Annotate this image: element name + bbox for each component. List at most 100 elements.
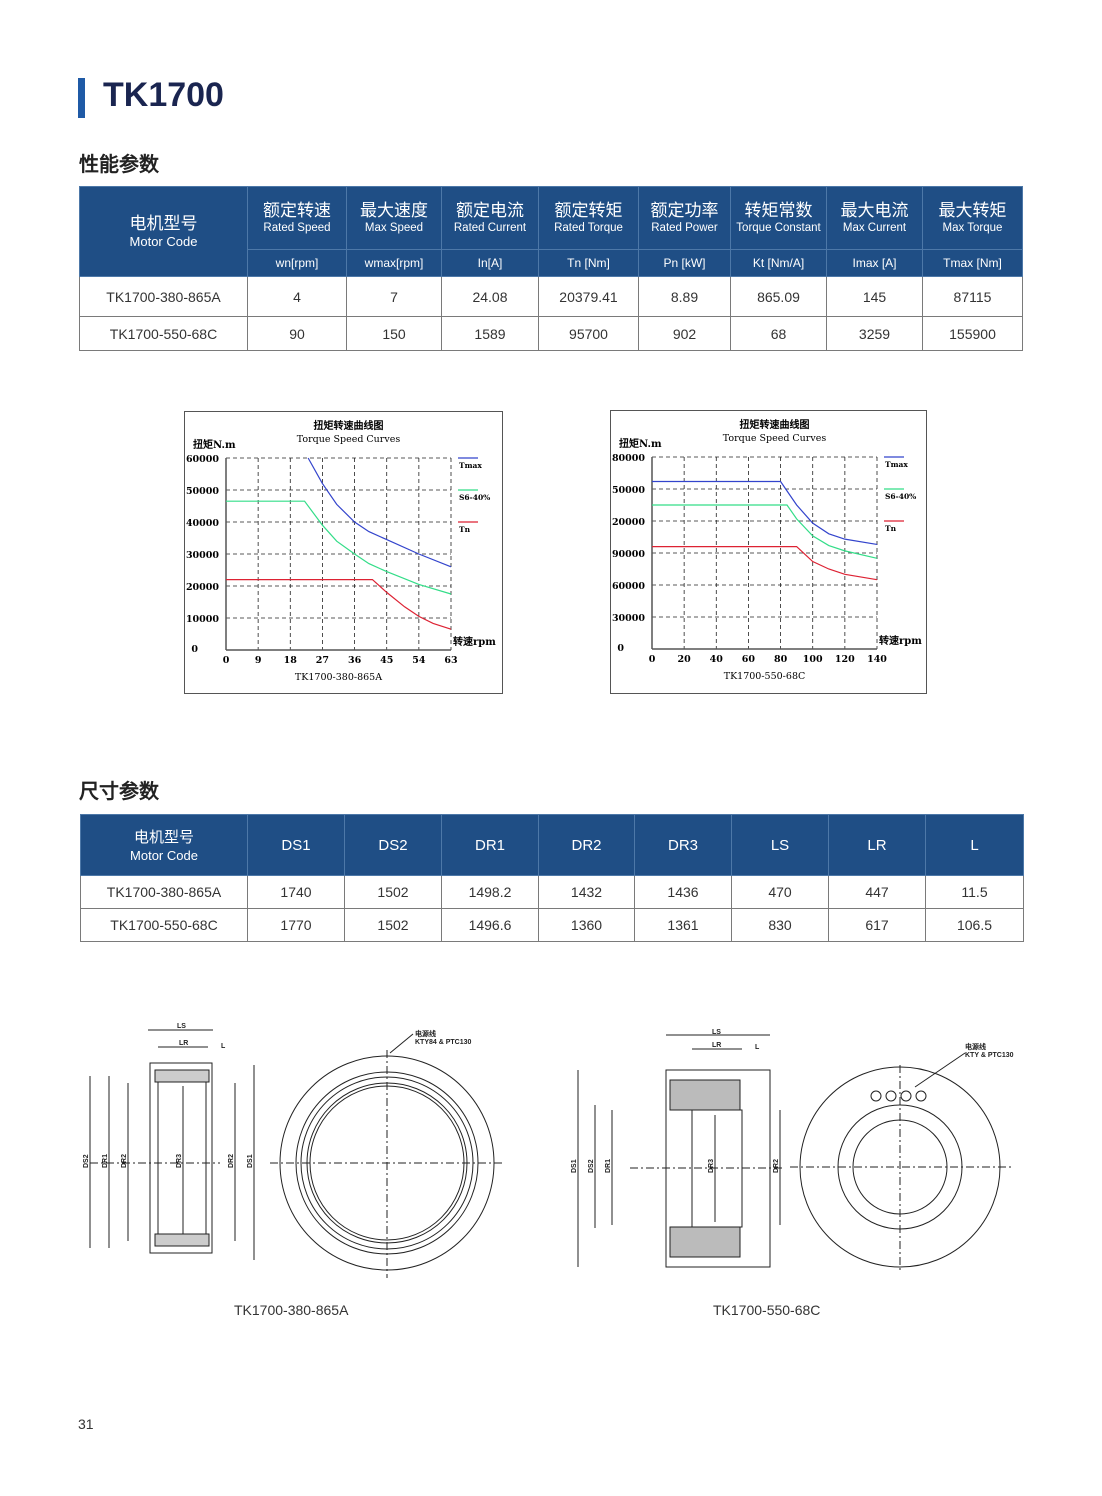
y-tick-label: 90000 [612, 549, 645, 560]
x-tick-label: 140 [867, 654, 887, 665]
table-cell: 11.5 [925, 875, 1024, 909]
table-row: TK1700-550-68C 90 150 1589 95700 902 68 3259 155… [79, 316, 1023, 351]
label-lr: LR [179, 1040, 188, 1047]
y-axis-label: 扭矩N.m [193, 438, 236, 451]
torque-speed-chart-2: 扭矩转速曲线图 Torque Speed Curves 扭矩N.m 转速rpm TK17… [605, 410, 927, 694]
x-tick-label: 40 [710, 654, 724, 665]
label-sensor: KTY & PTC130 [965, 1052, 1014, 1059]
chart-subtitle: Torque Speed Curves [723, 433, 827, 444]
label-cable: 电源线 [965, 1042, 986, 1051]
table-cell: 1502 [344, 908, 442, 942]
x-tick-label: 63 [444, 655, 457, 666]
column-header: 转矩常数 Torque Constant [730, 186, 827, 250]
x-tick-label: 45 [380, 655, 393, 666]
table-cell: 902 [638, 316, 731, 351]
series-line-tmax [307, 457, 452, 568]
table-cell: 830 [731, 908, 829, 942]
x-tick-label: 120 [835, 654, 855, 665]
column-header: DR2 [538, 814, 635, 876]
section-title-dimensions: 尺寸参数 [79, 781, 159, 803]
table-cell: 1496.6 [441, 908, 539, 942]
series-line-tmax [652, 480, 878, 546]
column-header: LR [828, 814, 926, 876]
label-dr1: DR1 [102, 1154, 109, 1168]
x-tick-label: 54 [412, 655, 426, 666]
drawing-caption-2: TK1700-550-68C [713, 1302, 821, 1318]
table-cell: 1498.2 [441, 875, 539, 909]
label-l: L [755, 1044, 760, 1051]
front-view [270, 1033, 505, 1278]
series-line-s6-40- [226, 500, 452, 595]
column-header: 最大速度 Max Speed [346, 186, 442, 250]
table-cell: 155900 [922, 316, 1023, 351]
table-cell: 470 [731, 875, 829, 909]
legend-label: S6-40% [885, 492, 916, 501]
y-axis-label: 扭矩N.m [619, 437, 662, 450]
x-tick-label: 36 [348, 655, 362, 666]
label-ds2: DS2 [83, 1154, 90, 1168]
column-header: 额定功率 Rated Power [638, 186, 731, 250]
legend-label: Tmax [459, 461, 482, 470]
label-ds2: DS2 [588, 1159, 595, 1173]
table-cell: 145 [826, 276, 923, 317]
label-dr2: DR2 [228, 1154, 235, 1168]
motor-code-header: 电机型号 Motor Code [79, 186, 248, 277]
x-tick-label: 27 [316, 655, 329, 666]
side-view [89, 1029, 255, 1260]
x-tick-label: 9 [255, 655, 262, 666]
column-header: DR1 [441, 814, 539, 876]
table-cell: 1589 [441, 316, 539, 351]
y-tick-label: 30000 [612, 613, 645, 624]
y-tick-label: 120000 [611, 517, 645, 528]
y-tick-label: 60000 [612, 581, 645, 592]
label-dr3: DR3 [708, 1159, 715, 1173]
torque-speed-chart-1: 扭矩转速曲线图 Torque Speed Curves 扭矩N.m 转速rpm TK17… [184, 411, 503, 694]
table-row: TK1700-380-865A 4 7 24.08 20379.41 8.89 865.09… [79, 276, 1023, 317]
y-tick-label: 0 [617, 643, 624, 654]
y-tick-label: 60000 [186, 454, 219, 465]
unit-header: Imax [A] [826, 249, 923, 277]
chart-subtitle: Torque Speed Curves [297, 434, 401, 445]
unit-header: wn[rpm] [247, 249, 347, 277]
table-cell: TK1700-380-865A [79, 276, 248, 317]
label-sensor: KTY84 & PTC130 [415, 1039, 472, 1046]
dimension-drawing-1: LS LR L DS2 DR1 DR2 DR3 DR2 DS1 电源线 KTY8… [83, 1023, 505, 1278]
series-line-s6-40- [652, 504, 878, 559]
y-tick-label: 30000 [186, 550, 219, 561]
table-cell: 106.5 [925, 908, 1024, 942]
label-ls: LS [712, 1029, 721, 1036]
y-tick-label: 150000 [611, 485, 645, 496]
column-header: LS [731, 814, 829, 876]
table-cell: 1360 [538, 908, 635, 942]
label-lr: LR [712, 1042, 721, 1049]
series-line-tn [226, 579, 452, 630]
unit-header: Tmax [Nm] [922, 249, 1023, 277]
table-cell: 24.08 [441, 276, 539, 317]
table-cell: 4 [247, 276, 347, 317]
unit-header: Pn [kW] [638, 249, 731, 277]
series-line-tn [652, 546, 878, 581]
y-tick-label: 10000 [186, 614, 219, 625]
section-title-performance: 性能参数 [79, 154, 159, 176]
x-tick-label: 0 [649, 654, 656, 665]
label-dr1: DR1 [605, 1159, 612, 1173]
side-view [577, 1034, 785, 1268]
table-cell: 1432 [538, 875, 635, 909]
column-header: 最大转矩 Max Torque [922, 186, 1023, 250]
y-tick-label: 20000 [186, 582, 219, 593]
x-tick-label: 60 [742, 654, 756, 665]
column-header: DS1 [247, 814, 345, 876]
x-tick-label: 80 [774, 654, 788, 665]
y-tick-label: 180000 [611, 453, 645, 464]
y-tick-label: 50000 [186, 486, 219, 497]
table-cell: 87115 [922, 276, 1023, 317]
label-ls: LS [177, 1023, 186, 1030]
x-tick-label: 20 [678, 654, 692, 665]
label-dr2: DR2 [773, 1159, 780, 1173]
x-tick-label: 0 [223, 655, 230, 666]
title-accent-bar [78, 78, 85, 118]
x-tick-label: 100 [803, 654, 823, 665]
label-ds1: DS1 [247, 1154, 254, 1168]
x-tick-label: 18 [284, 655, 298, 666]
table-cell: TK1700-550-68C [79, 316, 248, 351]
